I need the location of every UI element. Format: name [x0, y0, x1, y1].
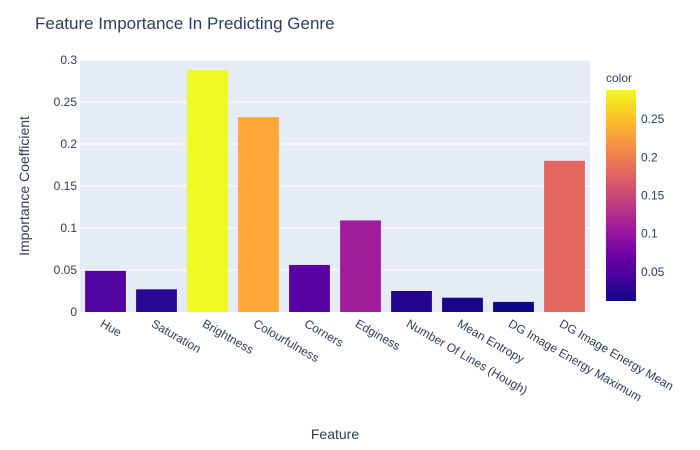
- bar: [544, 160, 585, 312]
- colorbar-tick-label: 0.1: [641, 227, 658, 241]
- y-tick-label: 0.05: [54, 263, 78, 277]
- x-ticks: Hue SaturationBrightnessColourfulnessCorn…: [98, 316, 676, 404]
- y-tick-label: 0.15: [54, 179, 78, 193]
- x-tick-label: Edginess: [353, 316, 403, 353]
- x-tick-label: Hue: [98, 316, 124, 339]
- gridlines: [80, 59, 590, 271]
- x-axis-title: Feature: [311, 426, 359, 442]
- colorbar-tick-label: 0.2: [641, 150, 658, 164]
- bar: [493, 301, 534, 312]
- colorbar-gradient: [606, 90, 636, 301]
- y-tick-label: 0.3: [60, 53, 77, 67]
- colorbar-ticks: 0.05 0.1 0.15 0.2 0.25: [641, 112, 665, 279]
- y-tick-label: 0: [70, 305, 77, 319]
- colorbar-tick-label: 0.25: [641, 112, 665, 126]
- x-tick-label: Brightness: [200, 316, 256, 356]
- y-ticks: 0 0.05 0.1 0.15 0.2 0.25 0.3: [54, 53, 78, 319]
- colorbar-tick-label: 0.15: [641, 189, 665, 203]
- colorbar-title: color: [606, 71, 632, 85]
- bar: [289, 264, 330, 312]
- y-tick-label: 0.2: [60, 137, 77, 151]
- bar: [136, 289, 177, 312]
- y-axis-title: Importance Coefficient: [16, 116, 32, 256]
- colorbar: color 0.05 0.1 0.15 0.2 0.25: [606, 71, 665, 301]
- x-tick-label: Saturation: [149, 316, 203, 355]
- bar: [391, 291, 432, 312]
- bar: [442, 297, 483, 312]
- bars: [85, 70, 585, 313]
- y-tick-label: 0.25: [54, 95, 78, 109]
- y-tick-label: 0.1: [60, 221, 77, 235]
- bar: [187, 70, 228, 312]
- bar: [85, 270, 126, 312]
- bar: [340, 220, 381, 312]
- bar: [238, 117, 279, 313]
- colorbar-tick-label: 0.05: [641, 265, 665, 279]
- chart-title: Feature Importance In Predicting Genre: [35, 14, 335, 33]
